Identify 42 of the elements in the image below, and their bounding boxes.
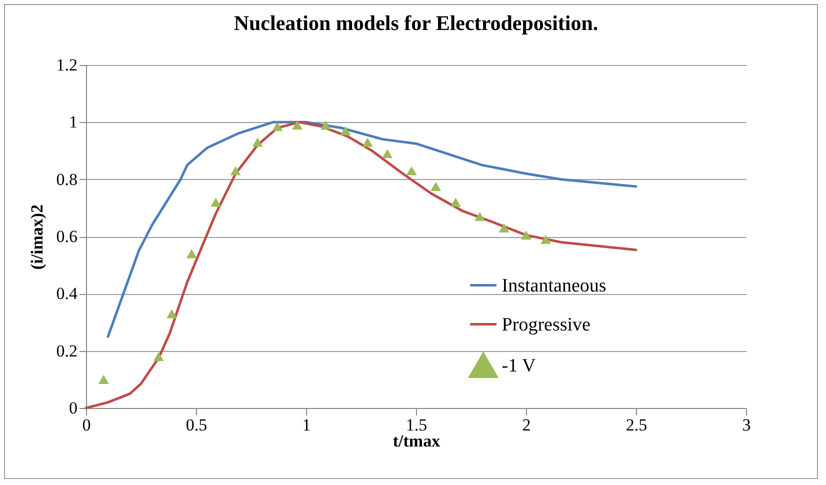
point xyxy=(474,212,486,222)
point xyxy=(98,374,109,384)
point xyxy=(166,309,178,318)
y-tick-label: 0 xyxy=(69,398,78,418)
point xyxy=(153,352,164,362)
point xyxy=(520,230,532,240)
y-tick-label: 0.8 xyxy=(56,170,78,189)
y-tick-label: 1.2 xyxy=(56,56,78,74)
line-series xyxy=(106,120,638,338)
x-tick-label: 0.5 xyxy=(186,416,208,434)
legend-label: Progressive xyxy=(502,314,590,336)
point xyxy=(272,122,283,131)
point xyxy=(540,234,552,244)
x-tick-label: 2 xyxy=(522,416,531,434)
point xyxy=(430,182,442,192)
x-tick-label: 1 xyxy=(302,416,311,434)
point xyxy=(292,120,302,130)
point xyxy=(450,198,461,207)
point xyxy=(362,138,373,147)
legend-label: -1 V xyxy=(502,355,536,376)
legend-label: Instantaneous xyxy=(502,275,606,296)
y-tick-label: 1 xyxy=(69,112,78,132)
point xyxy=(252,138,263,147)
x-tick-label: 3 xyxy=(742,416,751,434)
y-tick-label: 0.2 xyxy=(56,341,78,360)
y-tick-label: 0.4 xyxy=(56,284,78,304)
point xyxy=(230,166,241,176)
point xyxy=(186,249,197,258)
point xyxy=(406,166,417,176)
point xyxy=(210,198,222,207)
x-axis-title: t/tmax xyxy=(392,432,441,450)
x-tick-label: 2.5 xyxy=(626,416,648,434)
x-tick-label: 1.5 xyxy=(406,416,428,434)
y-tick-label: 0.6 xyxy=(56,227,78,246)
y-axis-title: (i/imax)2 xyxy=(27,204,46,270)
point xyxy=(498,223,510,232)
line-series xyxy=(84,120,638,410)
point xyxy=(320,120,332,130)
point xyxy=(382,149,393,158)
x-tick-label: 0 xyxy=(82,416,91,434)
chart-title: Nucleation models for Electrodeposition. xyxy=(234,11,598,35)
point xyxy=(340,126,351,136)
